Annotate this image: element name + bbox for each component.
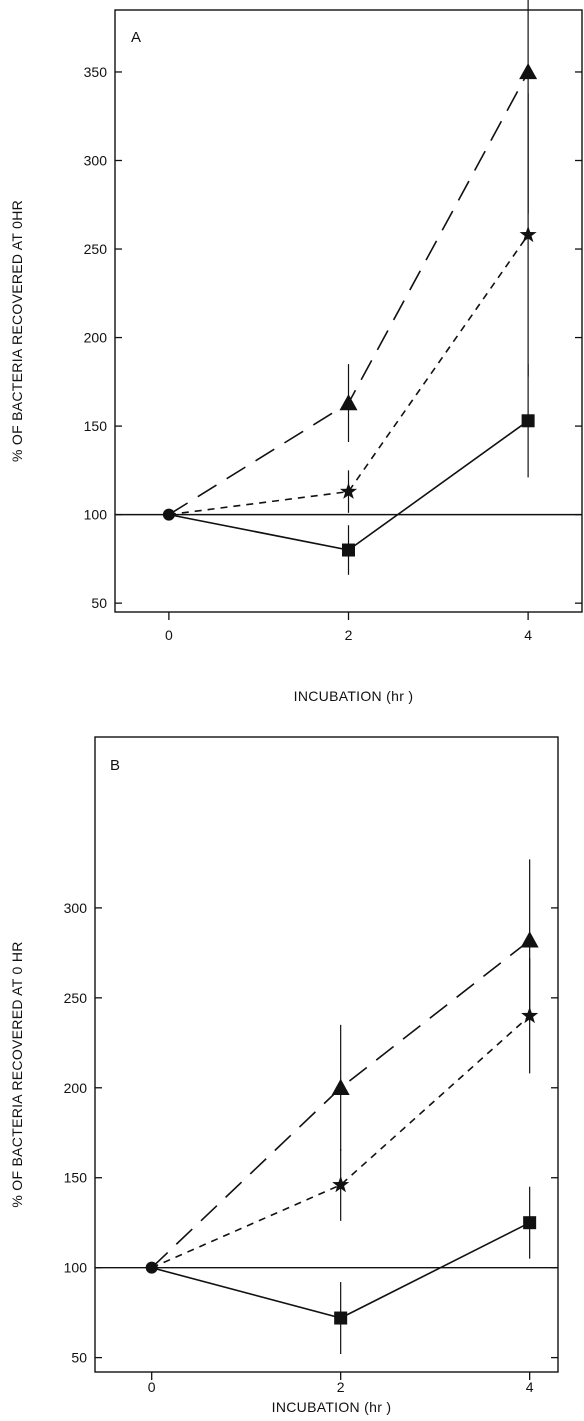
- series-line-triangle: [151, 939, 531, 1269]
- y-tick-label: 50: [71, 1350, 87, 1366]
- data-point-star: [332, 1175, 350, 1193]
- y-tick-label: 100: [64, 1260, 88, 1276]
- y-tick-label: 300: [64, 900, 88, 916]
- y-tick-label: 100: [84, 507, 108, 523]
- x-axis-title: INCUBATION (hr ): [272, 1399, 392, 1415]
- data-point-star: [521, 1006, 539, 1024]
- panel-label: A: [131, 29, 141, 46]
- x-tick-label: 0: [148, 1379, 156, 1395]
- series-line-star: [151, 1015, 531, 1269]
- y-axis-title: % OF BACTERIA RECOVERED AT 0 HR: [9, 941, 25, 1207]
- data-point-square: [342, 543, 355, 557]
- data-point-origin: [145, 1261, 158, 1274]
- panel-a: A 50 100 150 200 250 300 350 0 2 4 INCUBATION (hr )…: [9, 0, 583, 704]
- y-tick-label: 150: [64, 1170, 88, 1186]
- data-point-square: [334, 1311, 348, 1325]
- series-line-triangle: [168, 71, 529, 516]
- y-tick-label: 300: [84, 153, 108, 169]
- y-tick-label: 200: [84, 330, 108, 346]
- y-tick-label: 50: [91, 595, 107, 611]
- x-tick-label: 2: [345, 627, 353, 643]
- data-point-triangle: [520, 931, 539, 948]
- x-tick-label: 4: [526, 1379, 534, 1395]
- y-tick-label: 150: [84, 418, 108, 434]
- y-tick-label: 250: [64, 990, 88, 1006]
- data-point-triangle: [331, 1078, 350, 1095]
- y-tick-label: 350: [84, 64, 108, 80]
- plot-frame: [94, 736, 559, 1373]
- y-axis-title: % OF BACTERIA RECOVERED AT 0HR: [9, 200, 25, 462]
- y-tick-label: 250: [84, 241, 108, 257]
- data-point-origin: [162, 508, 175, 521]
- panel-label: B: [110, 757, 120, 774]
- y-tick-label: 200: [64, 1080, 88, 1096]
- data-point-star: [519, 225, 537, 243]
- data-point-triangle: [339, 394, 358, 411]
- panel-b: B 50 100 150 200 250 300 0 2 4 INCUBATION (hr ) % O…: [9, 736, 559, 1415]
- data-point-star: [339, 482, 358, 499]
- x-tick-label: 4: [524, 627, 532, 643]
- x-axis-title: INCUBATION (hr ): [294, 688, 414, 704]
- x-tick-label: 2: [337, 1379, 345, 1395]
- x-tick-label: 0: [165, 627, 173, 643]
- data-point-square: [523, 1216, 537, 1230]
- data-point-square: [521, 414, 535, 428]
- data-point-triangle: [519, 62, 538, 80]
